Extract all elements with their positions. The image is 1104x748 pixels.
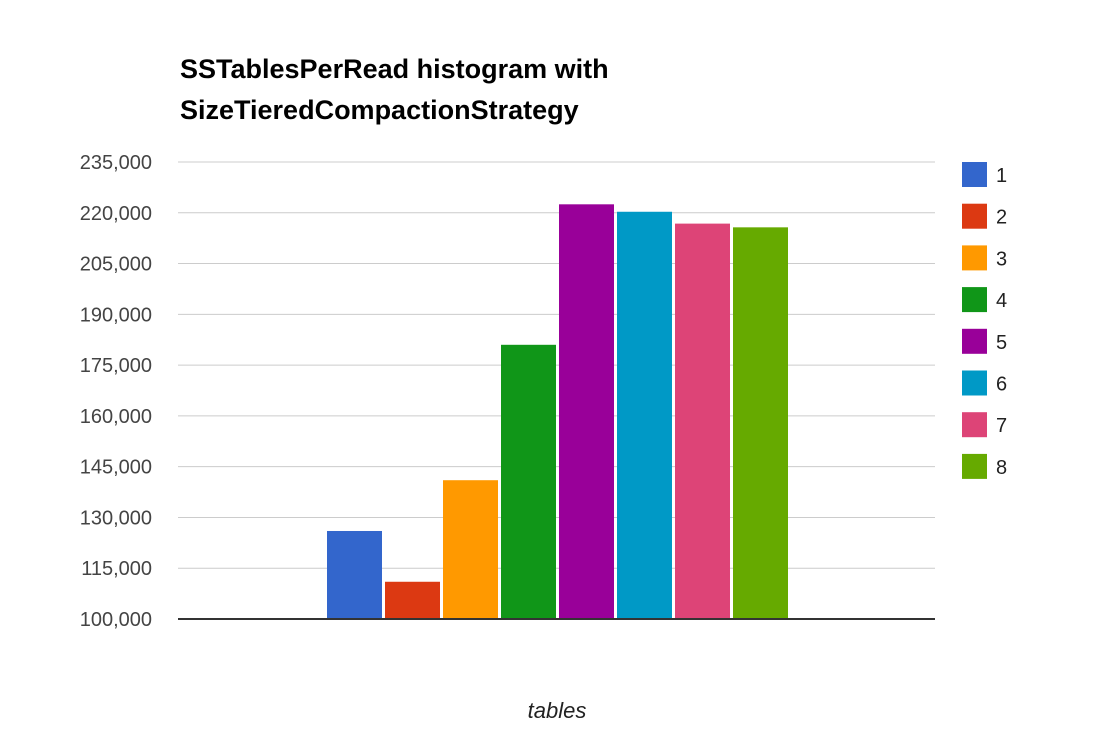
legend-label-4: 4: [996, 290, 1007, 312]
bar-series-3: [443, 480, 498, 619]
chart-title-line-1: SSTablesPerRead histogram with: [180, 54, 609, 84]
legend-swatch-8: [962, 453, 987, 479]
y-tick-label: 130,000: [80, 507, 152, 529]
legend-label-3: 3: [996, 248, 1007, 270]
legend-label-5: 5: [996, 332, 1007, 354]
x-axis-label: tables: [528, 698, 587, 723]
y-tick-label: 100,000: [80, 609, 152, 631]
legend-label-7: 7: [996, 415, 1007, 437]
y-tick-label: 115,000: [81, 558, 152, 580]
legend-label-6: 6: [996, 374, 1007, 396]
bar-series-7: [675, 223, 730, 620]
legend-swatch-6: [962, 370, 987, 396]
bar-series-4: [501, 344, 556, 619]
bar-series-5: [559, 204, 614, 619]
legend-swatch-2: [962, 203, 987, 229]
legend-label-8: 8: [996, 457, 1007, 479]
y-tick-label: 175,000: [80, 355, 152, 377]
bar-series-2: [385, 581, 440, 619]
y-tick-label: 205,000: [80, 254, 152, 276]
legend-swatch-4: [962, 287, 987, 313]
y-tick-label: 220,000: [80, 203, 152, 225]
bar-series-6: [617, 211, 672, 620]
bar-series-1: [327, 530, 382, 619]
y-tick-label: 190,000: [80, 304, 152, 326]
chart-title-line-2: SizeTieredCompactionStrategy: [180, 95, 579, 125]
legend-swatch-1: [962, 162, 987, 187]
legend-label-1: 1: [996, 165, 1007, 187]
bar-series-8: [733, 227, 788, 619]
legend-swatch-3: [962, 245, 987, 271]
y-tick-label: 145,000: [80, 457, 152, 479]
y-tick-label: 160,000: [80, 406, 152, 428]
legend-label-2: 2: [996, 207, 1007, 229]
legend-swatch-7: [962, 412, 987, 438]
legend-swatch-5: [962, 328, 987, 354]
y-tick-label: 235,000: [80, 152, 152, 174]
